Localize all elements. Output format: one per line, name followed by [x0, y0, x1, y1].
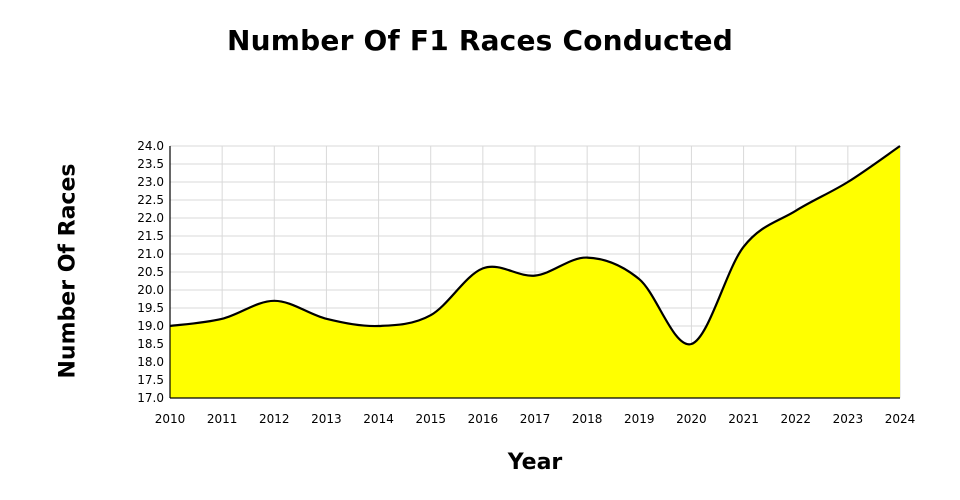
y-tick-label: 17.5 — [137, 373, 164, 387]
y-tick-labels: 17.0 17.5 18.0 18.5 19.0 19.5 20.0 20.5 21.0 21.5… — [137, 139, 164, 405]
y-tick-label: 21.5 — [137, 229, 164, 243]
x-axis-title: Year — [507, 450, 563, 475]
x-tick-label: 2024 — [885, 412, 916, 426]
x-tick-label: 2022 — [780, 412, 811, 426]
y-tick-label: 19.5 — [137, 301, 164, 315]
y-tick-label: 23.5 — [137, 157, 164, 171]
y-tick-label: 21.0 — [137, 247, 164, 261]
x-tick-label: 2020 — [676, 412, 707, 426]
y-axis-title: Number Of Races — [55, 163, 81, 379]
y-tick-label: 19.0 — [137, 319, 164, 333]
x-tick-label: 2013 — [311, 412, 342, 426]
x-tick-label: 2017 — [520, 412, 551, 426]
y-tick-label: 18.0 — [137, 355, 164, 369]
x-tick-labels: 2010 2011 2012 2013 2014 2015 2016 2017 2018 2019… — [155, 412, 916, 426]
y-tick-label: 24.0 — [137, 139, 164, 153]
y-tick-label: 22.5 — [137, 193, 164, 207]
x-tick-label: 2014 — [363, 412, 394, 426]
y-tick-label: 20.5 — [137, 265, 164, 279]
x-tick-label: 2018 — [572, 412, 603, 426]
series-line — [169, 145, 901, 346]
x-tick-label: 2012 — [259, 412, 290, 426]
y-tick-label: 23.0 — [137, 175, 164, 189]
x-tick-label: 2011 — [207, 412, 238, 426]
x-tick-label: 2016 — [468, 412, 499, 426]
x-tick-label: 2015 — [415, 412, 446, 426]
x-tick-label: 2019 — [624, 412, 655, 426]
x-tick-label: 2023 — [833, 412, 864, 426]
chart-title: Number Of F1 Races Conducted — [227, 24, 733, 57]
y-tick-label: 18.5 — [137, 337, 164, 351]
axes — [169, 146, 900, 399]
x-tick-label: 2021 — [728, 412, 759, 426]
y-tick-label: 20.0 — [137, 283, 164, 297]
y-tick-label: 22.0 — [137, 211, 164, 225]
area-fill — [170, 146, 900, 398]
x-tick-label: 2010 — [155, 412, 186, 426]
y-tick-label: 17.0 — [137, 391, 164, 405]
